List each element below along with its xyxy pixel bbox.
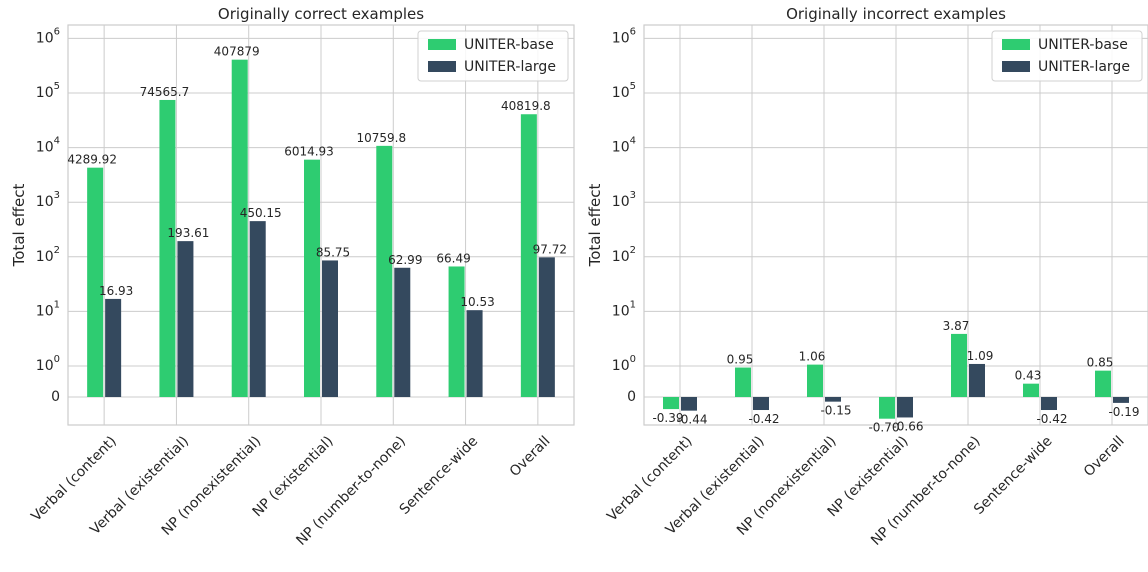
bar-large <box>177 241 194 397</box>
x-tick-label: Sentence-wide <box>397 433 482 518</box>
bar-large <box>394 267 411 397</box>
legend-label: UNITER-large <box>1038 59 1130 75</box>
bar-large <box>825 397 841 402</box>
bar-value-label: -0.70 <box>868 421 899 435</box>
bar-base <box>879 397 895 419</box>
bar-large <box>753 397 769 411</box>
y-tick-label: 106 <box>612 26 636 46</box>
bar-value-label: -0.42 <box>1036 412 1067 426</box>
bar-value-label: -0.44 <box>676 413 707 427</box>
x-tick-label: Overall <box>1081 433 1128 480</box>
bar-value-label: -0.66 <box>892 419 923 433</box>
bar-value-label: 40819.8 <box>501 99 551 113</box>
y-axis-label: Total effect <box>10 184 28 268</box>
y-tick-label: 100 <box>612 354 636 374</box>
bar-value-label: 193.61 <box>167 226 209 240</box>
bar-value-label: 16.93 <box>99 284 133 298</box>
bar-large <box>249 221 266 397</box>
y-tick-label: 101 <box>612 299 636 319</box>
bar-large <box>897 397 913 418</box>
y-tick-label: 104 <box>36 136 60 156</box>
bar-value-label: 3.87 <box>943 319 970 333</box>
x-tick-label: Overall <box>507 433 554 480</box>
bar-base <box>735 367 751 397</box>
bar-value-label: 74565.7 <box>140 85 190 99</box>
legend-label: UNITER-base <box>464 37 554 53</box>
bar-base <box>663 397 679 410</box>
legend-swatch <box>428 39 456 50</box>
y-tick-label: 0 <box>51 389 60 405</box>
bar-value-label: 0.43 <box>1015 369 1042 383</box>
x-tick-label: Sentence-wide <box>971 433 1056 518</box>
bar-base <box>807 364 823 397</box>
bar-base <box>231 59 248 398</box>
bar-base <box>304 159 320 397</box>
bar-value-label: 10759.8 <box>356 131 406 145</box>
bar-large <box>105 298 122 397</box>
plot-frame <box>643 24 1148 426</box>
bar-value-label: 62.99 <box>388 253 422 267</box>
y-axis-label: Total effect <box>586 184 604 268</box>
bar-base <box>159 99 176 398</box>
chart-title: Originally incorrect examples <box>786 5 1006 23</box>
bar-value-label: 0.95 <box>727 353 754 367</box>
bar-base <box>376 145 393 397</box>
bar-large <box>538 257 555 397</box>
bar-base <box>951 333 967 397</box>
chart-panel-2: 0 100 101 102 103 104 105 106 -0.39 0.95 1.06 -0.70… <box>586 5 1148 549</box>
bar-value-label: 97.72 <box>533 242 567 256</box>
y-tick-label: 102 <box>612 245 636 265</box>
bar-value-label: 0.85 <box>1087 356 1114 370</box>
y-tick-label: 106 <box>36 26 60 46</box>
bar-large <box>1113 397 1129 403</box>
bar-large <box>1041 397 1057 411</box>
bar-base <box>1023 383 1039 397</box>
bar-base <box>87 167 104 397</box>
y-tick-label: 103 <box>612 190 636 210</box>
y-tick-label: 0 <box>627 389 636 405</box>
bar-value-label: 1.09 <box>967 349 994 363</box>
legend-label: UNITER-large <box>464 59 556 75</box>
y-tick-label: 105 <box>36 81 60 101</box>
bar-value-label: 66.49 <box>436 251 470 265</box>
bar-large <box>969 363 985 397</box>
y-tick-label: 100 <box>36 354 60 374</box>
bar-value-label: 85.75 <box>316 245 350 259</box>
bar-base <box>448 266 465 397</box>
bar-value-label: 6014.93 <box>284 145 334 159</box>
bar-value-label: 1.06 <box>799 350 826 364</box>
bar-value-label: 407879 <box>214 45 260 59</box>
chart-panel-1: 0 100 101 102 103 104 105 106 4289.92 74565.7 4078… <box>10 5 575 549</box>
y-tick-label: 105 <box>612 81 636 101</box>
bar-value-label: 450.15 <box>240 206 282 220</box>
bar-value-label: 4289.92 <box>67 153 117 167</box>
bar-base <box>1095 370 1111 397</box>
chart-title: Originally correct examples <box>218 5 424 23</box>
legend: UNITER-base UNITER-large <box>417 30 569 82</box>
bar-large <box>322 260 338 397</box>
legend-label: UNITER-base <box>1038 37 1128 53</box>
bar-value-label: 10.53 <box>460 295 494 309</box>
bar-value-label: -0.39 <box>652 411 683 425</box>
legend-swatch <box>1002 39 1030 50</box>
bar-base <box>520 114 537 397</box>
legend-swatch <box>428 61 456 72</box>
bar-large <box>681 397 697 411</box>
bar-large <box>466 310 483 397</box>
bar-value-label: -0.19 <box>1108 405 1139 419</box>
y-tick-label: 104 <box>612 136 636 156</box>
legend-swatch <box>1002 61 1030 72</box>
y-tick-label: 102 <box>36 245 60 265</box>
y-tick-label: 103 <box>36 190 60 210</box>
bar-value-label: -0.42 <box>748 412 779 426</box>
y-tick-label: 101 <box>36 299 60 319</box>
plot-frame <box>67 24 575 426</box>
legend: UNITER-base UNITER-large <box>991 30 1143 82</box>
bar-value-label: -0.15 <box>820 404 851 418</box>
